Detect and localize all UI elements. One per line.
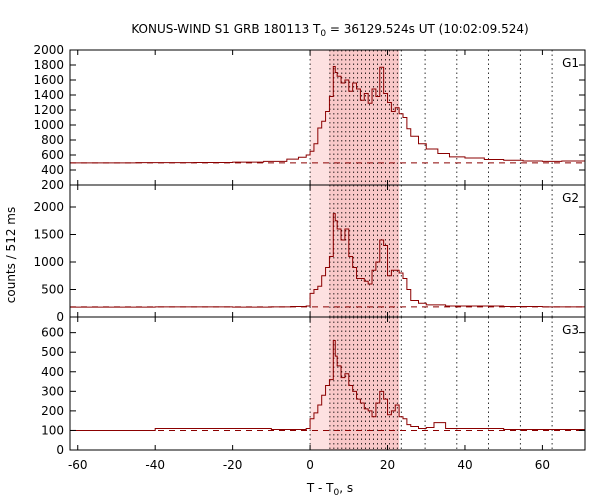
highlight-interval — [329, 317, 400, 450]
panel-frame — [69, 316, 586, 451]
x-axis-title: T - T0, s — [306, 481, 353, 498]
y-tick-label: 300 — [41, 384, 64, 398]
chart-title-main: KONUS-WIND S1 GRB 180113 T — [131, 22, 321, 36]
panel-label: G3 — [562, 323, 579, 337]
y-tick-label: 1600 — [33, 73, 64, 87]
panel-label: G1 — [562, 56, 579, 70]
x-tick-label: -40 — [145, 458, 165, 472]
x-axis-title-rest: , s — [339, 481, 353, 495]
highlight-interval — [329, 185, 400, 317]
y-tick-label: 2000 — [33, 200, 64, 214]
panel-label: G2 — [562, 191, 579, 205]
y-tick-label: 100 — [41, 423, 64, 437]
x-axis-ticks: -60 -40 -20 0 20 40 60 — [68, 458, 550, 472]
light-curve-series — [70, 213, 585, 308]
highlight-interval — [329, 50, 400, 185]
y-tick-label: 0 — [56, 443, 64, 457]
y-tick-label: 1000 — [33, 255, 64, 269]
chart-title-subscript: 0 — [320, 29, 326, 39]
light-curve-series — [70, 339, 586, 431]
y-tick-label: 200 — [41, 404, 64, 418]
y-tick-label: 400 — [41, 365, 64, 379]
y-tick-label: 600 — [41, 326, 64, 340]
y-tick-label: 1500 — [33, 228, 64, 242]
panel-g3: 0 100 200 300 400 500 600 G3 — [41, 316, 586, 457]
x-tick-label: -60 — [68, 458, 88, 472]
panel-g2: 0 500 1000 1500 2000 G2 — [33, 184, 586, 324]
y-tick-label: 1800 — [33, 58, 64, 72]
x-axis-title-subscript: 0 — [334, 488, 340, 498]
panels: 200400600800100012001400160018002000G105… — [33, 43, 586, 457]
y-tick-label: 800 — [41, 133, 64, 147]
chart-title: KONUS-WIND S1 GRB 180113 T0 = 36129.524s… — [131, 22, 528, 39]
y-tick-label: 1200 — [33, 103, 64, 117]
y-tick-label: 500 — [41, 283, 64, 297]
x-tick-label: -20 — [223, 458, 243, 472]
x-axis-title-main: T - T — [306, 481, 334, 495]
chart-title-rest: = 36129.524s UT (10:02:09.524) — [326, 22, 529, 36]
y-tick-label: 1000 — [33, 118, 64, 132]
x-tick-label: 60 — [535, 458, 550, 472]
y-axis-title: counts / 512 ms — [4, 207, 18, 303]
y-tick-label: 200 — [41, 178, 64, 192]
x-tick-label: 20 — [380, 458, 395, 472]
x-tick-label: 40 — [457, 458, 472, 472]
light-curve-series — [70, 66, 585, 164]
y-tick-label: 2000 — [33, 43, 64, 57]
y-tick-label: 500 — [41, 345, 64, 359]
y-tick-label: 1400 — [33, 88, 64, 102]
x-tick-label: 0 — [306, 458, 314, 472]
y-tick-label: 0 — [56, 310, 64, 324]
y-tick-label: 400 — [41, 163, 64, 177]
y-tick-label: 600 — [41, 148, 64, 162]
